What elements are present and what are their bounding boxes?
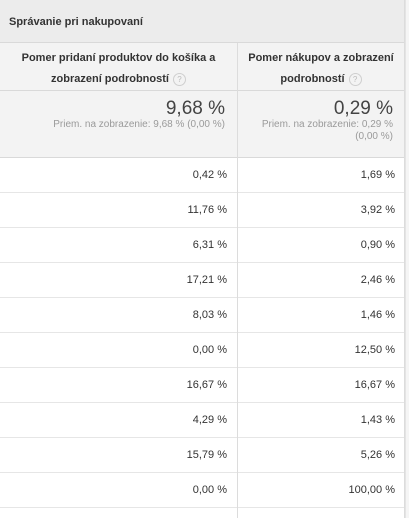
summary-total-value: 0,29 % [333, 98, 393, 119]
summary-average: Priem. na zobrazenie: 9,68 % (0,00 %) [53, 119, 225, 130]
table-cell-buy-to-detail: 1,69 % [237, 158, 405, 193]
column-header-label-line2: zobrazení podrobností [51, 73, 169, 85]
table-cell-buy-to-detail: 3,92 % [237, 193, 405, 228]
help-icon[interactable]: ? [348, 72, 362, 86]
table-cell-buy-to-detail: 5,26 % [237, 438, 405, 473]
table-cell-buy-to-detail: 12,50 % [237, 333, 405, 368]
table-cell-buy-to-detail: 100,00 % [237, 473, 405, 508]
table-cell-buy-to-detail: 16,67 % [237, 368, 405, 403]
table-cell-buy-to-detail: 1,43 % [237, 403, 405, 438]
column-header-label-line2: podrobností [280, 73, 345, 85]
table-cell-cart-to-detail: 4,29 % [0, 403, 237, 438]
table-cell-cart-to-detail: 6,31 % [0, 228, 237, 263]
table-right-border [404, 0, 405, 518]
table-cell-cart-to-detail: 0,42 % [0, 158, 237, 193]
table-cell-cart-to-detail: 17,21 % [0, 263, 237, 298]
table-cell-cart-to-detail: 8,03 % [0, 298, 237, 333]
table-cell-cart-to-detail: 16,67 % [0, 368, 237, 403]
summary-average-line1: Priem. na zobrazenie: 0,29 % [261, 119, 393, 130]
summary-cell-buy-to-detail: 0,29 % Priem. na zobrazenie: 0,29 % (0,0… [237, 91, 405, 158]
table-cell-cart-to-detail: 11,76 % [0, 193, 237, 228]
column-header-buy-to-detail-rate[interactable]: Pomer nákupov a zobrazení podrobností? [237, 43, 405, 91]
table-cell-cart-to-detail: 0,00 % [0, 473, 237, 508]
column-header-cart-to-detail-rate[interactable]: Pomer pridaní produktov do košíka a zobr… [0, 43, 237, 91]
help-icon[interactable]: ? [172, 72, 186, 86]
table-cell-buy-to-detail: 2,46 % [237, 263, 405, 298]
table-cell-cart-to-detail: 15,79 % [0, 438, 237, 473]
table-cell-buy-to-detail: 0,90 % [237, 228, 405, 263]
scroll-edge [405, 0, 409, 518]
summary-total-value: 9,68 % [165, 98, 225, 119]
summary-cell-cart-to-detail: 9,68 % Priem. na zobrazenie: 9,68 % (0,0… [0, 91, 237, 158]
summary-average-line2: (0,00 %) [355, 131, 393, 142]
column-divider [237, 43, 238, 518]
section-title: Správanie pri nakupovaní [0, 0, 405, 43]
table-cell-buy-to-detail: 1,46 % [237, 298, 405, 333]
table-cell-cart-to-detail: 0,00 % [0, 333, 237, 368]
column-header-label-line1: Pomer pridaní produktov do košíka a [21, 52, 216, 64]
column-header-label-line1: Pomer nákupov a zobrazení [248, 52, 394, 64]
